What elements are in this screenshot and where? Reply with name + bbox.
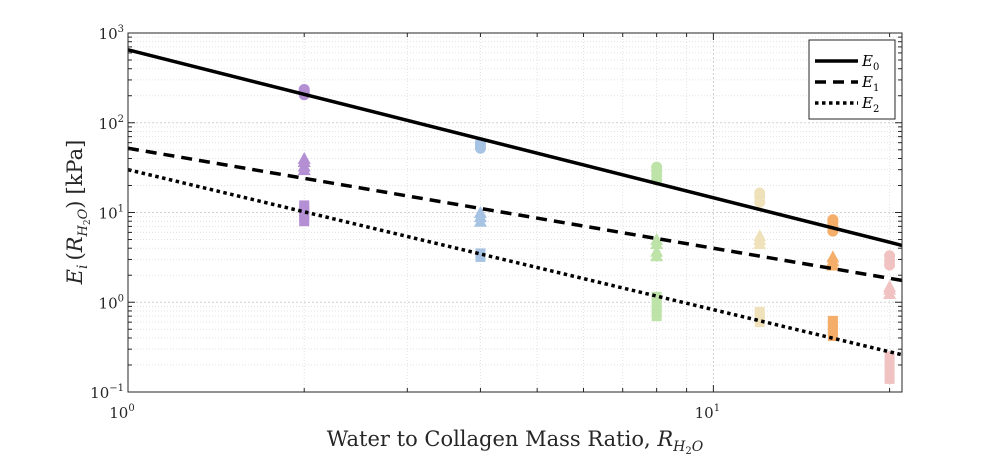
y-tick-label: 102 xyxy=(99,114,124,133)
marker-e1-triangle xyxy=(753,229,767,242)
x-axis-label-sub: H xyxy=(672,439,686,455)
x-axis-label-symbol: R xyxy=(656,427,673,451)
y-tick-label-base: 10 xyxy=(99,205,118,223)
marker-e0-circle xyxy=(827,214,839,226)
marker-e2-square xyxy=(651,301,662,312)
minor-grid xyxy=(128,33,902,392)
legend-label-e2: E2 xyxy=(861,94,879,115)
legend-label-e0: E0 xyxy=(861,52,879,73)
marker-e0-circle xyxy=(754,187,766,199)
y-axis-label-arg-sub: H xyxy=(76,224,91,237)
x-tick-label-exp: 1 xyxy=(714,403,720,414)
y-axis-label: Ei (RH2O) [kPa] xyxy=(63,140,93,286)
y-tick-label-base: 10 xyxy=(99,115,118,133)
y-tick-label-base: 10 xyxy=(99,294,118,312)
marker-e2-square xyxy=(884,373,895,384)
legend-label-e1: E1 xyxy=(861,73,879,94)
marker-e2-square xyxy=(884,351,895,362)
y-axis-label-arg-sub-index: 2 xyxy=(83,219,93,225)
legend-e2-sub: 2 xyxy=(873,104,879,115)
x-tick-label: 100 xyxy=(109,403,134,422)
y-tick-label: 103 xyxy=(99,24,124,43)
marker-e2-square xyxy=(827,315,838,326)
fit-lines xyxy=(127,48,903,357)
y-tick-label: 101 xyxy=(99,204,124,223)
y-tick-label-exp: 0 xyxy=(118,293,124,304)
marker-e1-triangle xyxy=(650,244,664,257)
legend-e1-name: E xyxy=(861,73,873,91)
y-axis-label-arg-sub-tail: O xyxy=(76,208,91,219)
x-tick-label-base: 10 xyxy=(109,404,128,422)
x-axis-label-sub-tail: O xyxy=(692,439,704,455)
y-axis-label-index: i xyxy=(75,264,91,268)
marker-e0-circle xyxy=(651,161,663,173)
marker-e2-square xyxy=(754,306,765,317)
marker-e0-circle xyxy=(884,250,896,262)
legend: E0 E1 E2 xyxy=(808,39,896,120)
marker-e1-triangle xyxy=(826,250,840,263)
x-axis-label-text: Water to Collagen Mass Ratio, xyxy=(327,427,658,451)
y-axis-label-close-paren: ) xyxy=(63,201,87,209)
marker-e2-square xyxy=(884,358,895,369)
marker-e1-triangle xyxy=(473,206,487,218)
marker-e2-square xyxy=(884,366,895,377)
marker-e2-square xyxy=(827,325,838,336)
marker-e2-square xyxy=(651,291,662,302)
y-axis-label-symbol: E xyxy=(63,269,87,285)
y-tick-label-exp: 1 xyxy=(118,204,124,215)
y-axis-label-open-paren: ( xyxy=(63,252,87,260)
legend-e0-name: E xyxy=(861,52,873,70)
y-tick-label-exp: −1 xyxy=(109,383,124,394)
x-tick-label-base: 10 xyxy=(695,404,714,422)
y-tick-label: 100 xyxy=(99,293,124,312)
y-tick-label: 10−1 xyxy=(90,383,124,402)
marker-e2-square xyxy=(827,331,838,342)
marker-e2-square xyxy=(299,200,310,211)
legend-e1-sub: 1 xyxy=(873,83,879,94)
marker-e2-square xyxy=(475,248,486,259)
y-tick-label-exp: 3 xyxy=(118,24,124,35)
x-axis-label: Water to Collagen Mass Ratio, RH2O xyxy=(327,427,704,456)
x-axis-label-sub-index: 2 xyxy=(685,446,691,456)
x-tick-label: 101 xyxy=(695,403,720,422)
y-tick-label-exp: 2 xyxy=(118,114,124,125)
y-tick-label-base: 10 xyxy=(90,384,109,402)
fit-line-e0 xyxy=(127,48,903,248)
legend-e0-sub: 0 xyxy=(873,62,879,73)
y-axis-label-units: [kPa] xyxy=(63,140,87,195)
fit-line-e1 xyxy=(127,146,903,283)
y-axis-label-arg: R xyxy=(63,236,87,253)
marker-e1-triangle xyxy=(883,279,897,292)
legend-e2-name: E xyxy=(861,94,873,112)
x-tick-label-exp: 0 xyxy=(128,403,134,414)
marker-e1-triangle xyxy=(650,233,664,246)
axis-ticks xyxy=(127,32,902,393)
marker-e2-square xyxy=(651,311,662,322)
legend-box xyxy=(808,39,896,120)
marker-e1-triangle xyxy=(297,151,311,164)
y-tick-label-base: 10 xyxy=(99,25,118,43)
